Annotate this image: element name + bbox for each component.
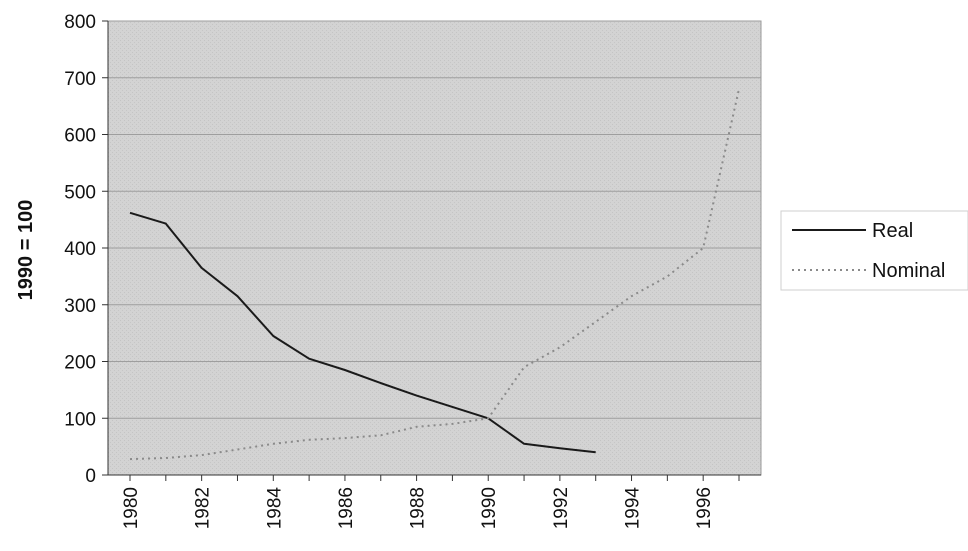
x-tick-label: 1994 (623, 487, 644, 530)
x-tick-label: 1982 (193, 487, 214, 529)
y-tick-label: 500 (64, 182, 96, 203)
x-tick-label: 1988 (408, 487, 429, 529)
x-tick-label: 1980 (121, 487, 142, 529)
y-tick-label: 200 (64, 353, 96, 374)
legend-label-real: Real (872, 220, 913, 242)
x-tick-label: 1984 (264, 487, 285, 530)
y-axis-title: 1990 = 100 (15, 200, 37, 301)
y-tick-label: 800 (64, 12, 96, 33)
y-tick-label: 400 (64, 239, 96, 260)
legend-label-nominal: Nominal (872, 260, 945, 282)
y-tick-labels: 0 100 200 300 400 500 600 700 800 (64, 12, 96, 487)
x-tick-label: 1990 (479, 487, 500, 529)
y-tick-label: 300 (64, 296, 96, 317)
y-tick-label: 100 (64, 409, 96, 430)
x-tick-label: 1996 (694, 487, 715, 529)
y-tick-label: 600 (64, 126, 96, 147)
y-tick-label: 0 (85, 466, 96, 487)
x-tick-label: 1986 (336, 487, 357, 529)
x-tick-label: 1992 (551, 487, 572, 529)
legend: Real Nominal (781, 211, 968, 290)
x-tick-labels: 1980 1982 1984 1986 1988 1990 1992 1994 1996 (121, 487, 715, 530)
y-tick-label: 700 (64, 69, 96, 90)
